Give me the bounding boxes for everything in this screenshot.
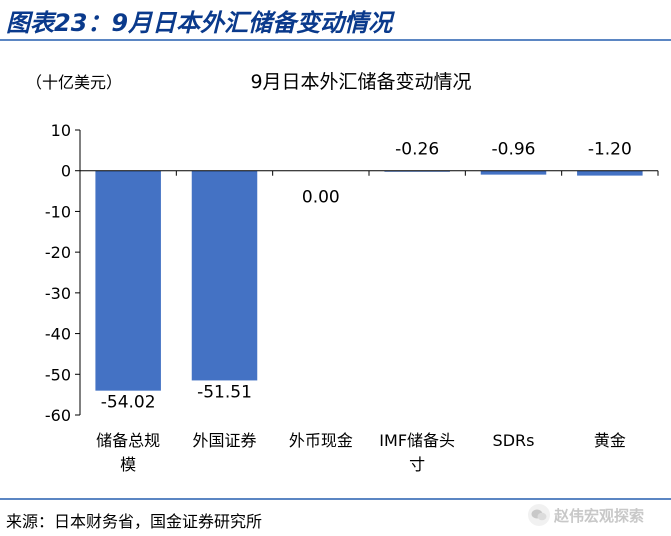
y-tick-label: -10: [45, 202, 71, 221]
bar: [384, 170, 450, 172]
x-category-label: 外币现金: [289, 431, 353, 450]
data-label: -0.96: [492, 140, 536, 160]
y-tick-label: -60: [45, 406, 71, 425]
x-category-label: 寸: [409, 455, 425, 474]
figure-title: 图表23：9月日本外汇储备变动情况: [6, 9, 393, 37]
bar: [191, 170, 258, 381]
x-category-label: SDRs: [493, 431, 535, 450]
y-tick-label: -50: [45, 365, 71, 384]
data-label: -1.20: [588, 140, 632, 160]
chart-title: 9月日本外汇储备变动情况: [250, 71, 471, 93]
data-label: 0.00: [302, 188, 340, 208]
plot-area: 10 0 -10 -20 -30 -40 -50 -60 -54.02 -51.51 0.00 -0.…: [45, 121, 659, 474]
watermark-text: 赵伟宏观探索: [554, 506, 645, 525]
top-divider: [0, 39, 671, 41]
x-category-label: 外国证券: [192, 431, 256, 450]
x-category-label: 黄金: [594, 431, 626, 450]
x-category-label: 模: [120, 455, 136, 474]
bar-chart: 9月日本外汇储备变动情况 （十亿美元） 10 0 -10 -20 -30 -40 -50 -6…: [26, 71, 659, 474]
y-tick-label: 10: [51, 121, 71, 140]
data-label: -51.51: [197, 382, 252, 402]
y-axis-unit-label: （十亿美元）: [26, 73, 122, 92]
bottom-divider: [0, 498, 671, 500]
data-label: -54.02: [101, 393, 156, 413]
y-tick-label: 0: [61, 162, 71, 181]
watermark: 赵伟宏观探索: [528, 497, 668, 533]
x-category-label: IMF储备头: [379, 431, 455, 450]
source-note: 来源：日本财务省，国金证券研究所: [6, 512, 263, 531]
bar: [95, 170, 161, 391]
x-category-label: 储备总规: [96, 431, 160, 450]
y-tick-label: -40: [45, 325, 71, 344]
data-label: -0.26: [395, 140, 439, 160]
bar: [480, 170, 547, 175]
bar: [577, 170, 643, 176]
y-tick-label: -20: [45, 243, 71, 262]
y-tick-label: -30: [45, 284, 71, 303]
wechat-icon: [528, 504, 550, 526]
